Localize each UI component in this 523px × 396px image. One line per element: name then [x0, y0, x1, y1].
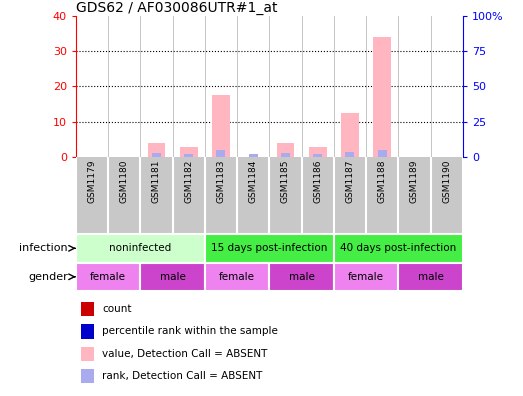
Text: GSM1189: GSM1189	[410, 160, 419, 204]
Bar	[249, 154, 258, 157]
Text: GSM1190: GSM1190	[442, 160, 451, 204]
Bar	[269, 263, 334, 291]
Bar	[180, 147, 198, 157]
Bar	[140, 263, 205, 291]
Bar	[341, 113, 359, 157]
Bar	[373, 37, 391, 157]
Text: GSM1187: GSM1187	[346, 160, 355, 204]
Bar	[205, 234, 334, 263]
Bar	[184, 154, 193, 157]
Bar	[76, 263, 140, 291]
Bar	[399, 263, 463, 291]
Bar	[346, 152, 355, 157]
Text: noninfected: noninfected	[109, 243, 172, 253]
Text: GSM1182: GSM1182	[184, 160, 193, 203]
Bar	[212, 95, 230, 157]
Text: female: female	[219, 272, 255, 282]
Text: GSM1180: GSM1180	[120, 160, 129, 204]
Text: male: male	[289, 272, 314, 282]
Text: value, Detection Call = ABSENT: value, Detection Call = ABSENT	[102, 348, 267, 359]
Text: GSM1186: GSM1186	[313, 160, 322, 204]
Text: infection: infection	[19, 243, 68, 253]
Bar	[281, 153, 290, 157]
Text: GSM1181: GSM1181	[152, 160, 161, 204]
Text: GSM1184: GSM1184	[249, 160, 258, 203]
Text: male: male	[160, 272, 186, 282]
Bar	[81, 369, 94, 383]
Text: GSM1185: GSM1185	[281, 160, 290, 204]
Bar	[217, 150, 225, 157]
Bar	[378, 150, 386, 157]
Bar	[81, 346, 94, 361]
Text: count: count	[102, 304, 131, 314]
Text: gender: gender	[28, 272, 68, 282]
Text: rank, Detection Call = ABSENT: rank, Detection Call = ABSENT	[102, 371, 263, 381]
Text: percentile rank within the sample: percentile rank within the sample	[102, 326, 278, 337]
Bar	[152, 153, 161, 157]
Text: 15 days post-infection: 15 days post-infection	[211, 243, 327, 253]
Bar	[309, 147, 326, 157]
Bar	[277, 143, 294, 157]
Bar	[81, 302, 94, 316]
Bar	[334, 263, 399, 291]
Bar	[81, 324, 94, 339]
Bar	[205, 263, 269, 291]
Text: GDS62 / AF030086UTR#1_at: GDS62 / AF030086UTR#1_at	[76, 1, 277, 15]
Bar	[76, 234, 205, 263]
Text: GSM1179: GSM1179	[87, 160, 96, 204]
Bar	[313, 154, 322, 157]
Text: male: male	[418, 272, 444, 282]
Bar	[147, 143, 165, 157]
Text: 40 days post-infection: 40 days post-infection	[340, 243, 457, 253]
Text: female: female	[348, 272, 384, 282]
Text: GSM1183: GSM1183	[217, 160, 225, 204]
Text: GSM1188: GSM1188	[378, 160, 386, 204]
Bar	[334, 234, 463, 263]
Text: female: female	[90, 272, 126, 282]
